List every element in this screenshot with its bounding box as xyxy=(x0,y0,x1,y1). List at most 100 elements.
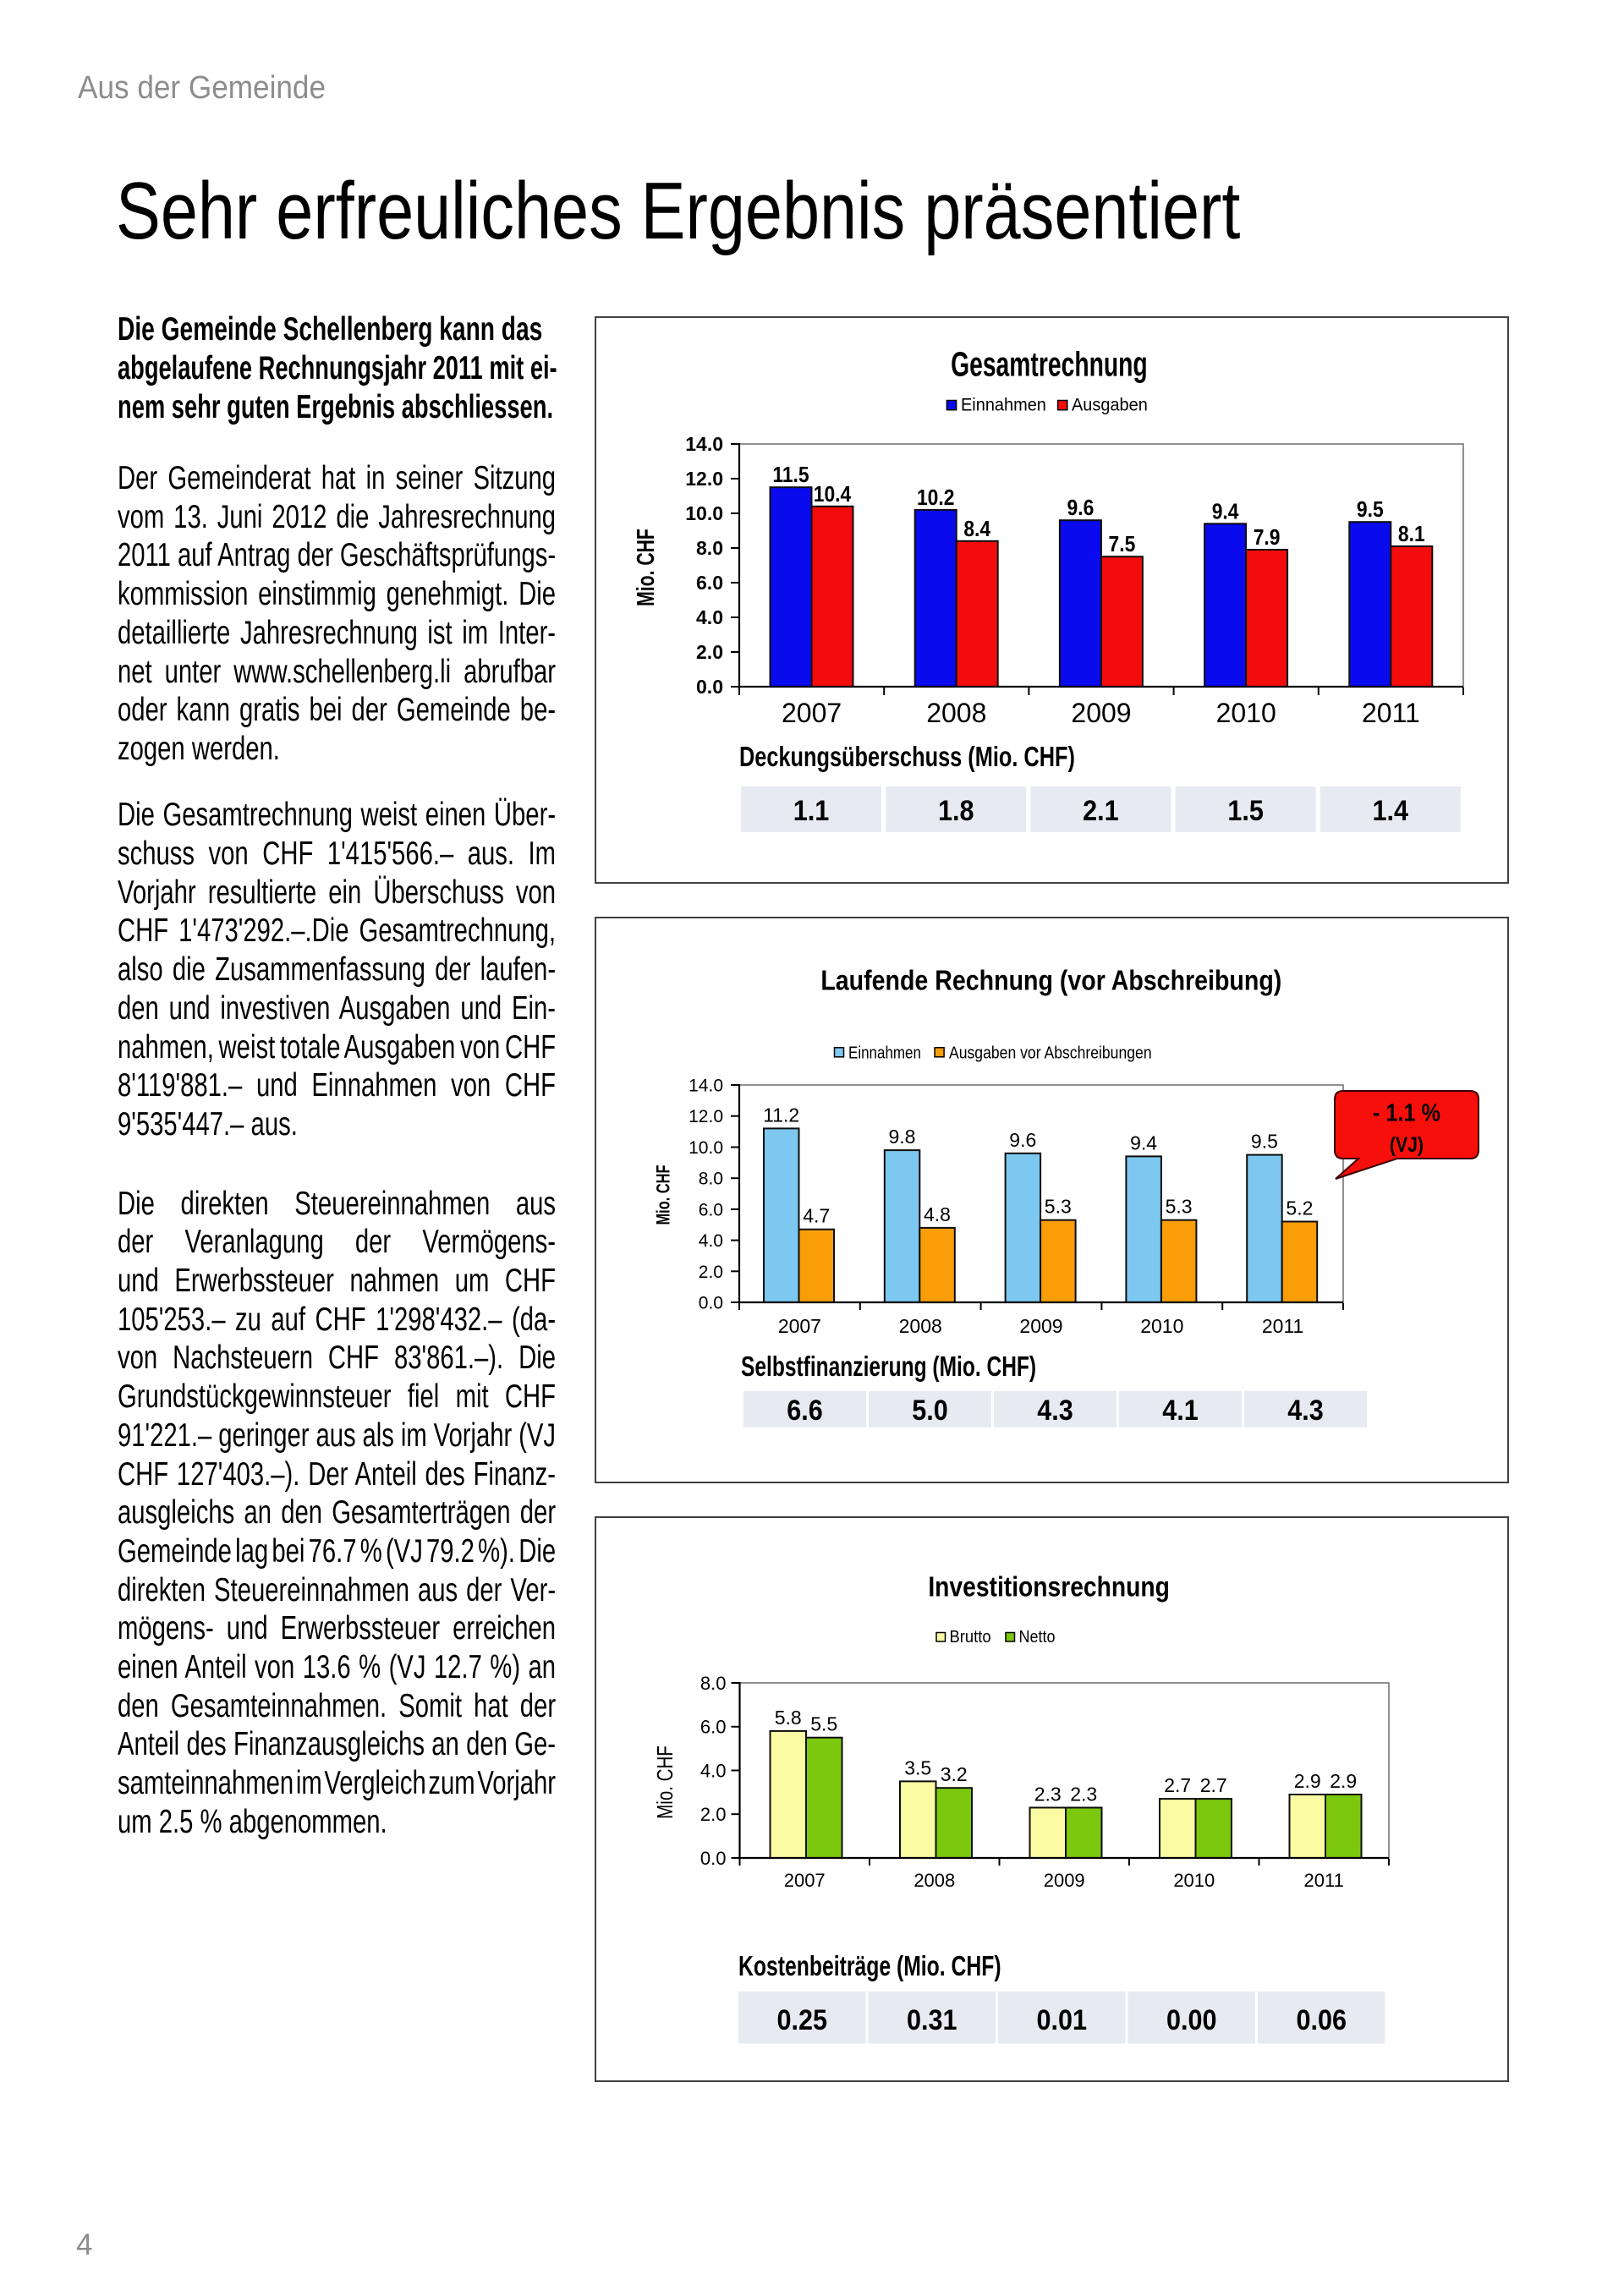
svg-text:4: 4 xyxy=(76,2228,92,2261)
svg-text:12.0: 12.0 xyxy=(685,468,723,490)
svg-text:8.0: 8.0 xyxy=(699,1170,723,1189)
svg-text:6.0: 6.0 xyxy=(699,1200,723,1219)
svg-text:Deckungsüberschuss (Mio. CHF): Deckungsüberschuss (Mio. CHF) xyxy=(739,742,1075,773)
svg-text:6.0: 6.0 xyxy=(696,572,723,594)
svg-text:5.2: 5.2 xyxy=(1286,1197,1313,1219)
svg-text:2.1: 2.1 xyxy=(1083,795,1119,827)
svg-text:Mio. CHF: Mio. CHF xyxy=(653,1164,674,1225)
svg-text:8.1: 8.1 xyxy=(1398,523,1425,547)
svg-text:5.0: 5.0 xyxy=(912,1394,948,1426)
svg-text:Einnahmen: Einnahmen xyxy=(961,395,1046,415)
svg-text:(VJ): (VJ) xyxy=(1390,1132,1424,1156)
svg-text:4.1: 4.1 xyxy=(1162,1394,1199,1426)
svg-text:7.5: 7.5 xyxy=(1109,533,1136,557)
svg-text:9.6: 9.6 xyxy=(1067,496,1095,521)
svg-text:10.0: 10.0 xyxy=(685,502,723,524)
svg-text:4.7: 4.7 xyxy=(803,1205,830,1227)
svg-text:2007: 2007 xyxy=(782,698,842,728)
svg-text:10.2: 10.2 xyxy=(917,486,954,511)
svg-text:4.0: 4.0 xyxy=(700,1760,727,1781)
svg-text:9.6: 9.6 xyxy=(1009,1129,1036,1151)
svg-text:Mio. CHF: Mio. CHF xyxy=(633,529,660,606)
svg-text:12.0: 12.0 xyxy=(689,1107,723,1126)
svg-text:Selbstfinanzierung (Mio. CHF): Selbstfinanzierung (Mio. CHF) xyxy=(741,1352,1036,1383)
svg-text:8.0: 8.0 xyxy=(700,1673,727,1694)
svg-text:14.0: 14.0 xyxy=(689,1077,723,1096)
svg-text:Aus der Gemeinde: Aus der Gemeinde xyxy=(78,69,326,106)
svg-text:2011: 2011 xyxy=(1262,1315,1303,1337)
svg-text:2008: 2008 xyxy=(914,1870,955,1891)
svg-text:Laufende Rechnung (vor Abschre: Laufende Rechnung (vor Abschreibung) xyxy=(820,965,1281,996)
svg-text:5.5: 5.5 xyxy=(810,1713,837,1735)
svg-text:2.7: 2.7 xyxy=(1164,1774,1191,1796)
svg-text:1.8: 1.8 xyxy=(938,795,974,827)
svg-text:Gesamtrechnung: Gesamtrechnung xyxy=(951,346,1148,384)
svg-text:2009: 2009 xyxy=(1019,1315,1062,1337)
svg-text:4.8: 4.8 xyxy=(924,1203,951,1225)
svg-text:0.06: 0.06 xyxy=(1296,2004,1347,2036)
svg-text:11.5: 11.5 xyxy=(772,463,809,488)
svg-text:2010: 2010 xyxy=(1173,1870,1215,1891)
svg-text:9.8: 9.8 xyxy=(889,1126,916,1148)
svg-text:9.5: 9.5 xyxy=(1357,498,1384,523)
svg-text:2010: 2010 xyxy=(1216,698,1276,728)
svg-text:2.0: 2.0 xyxy=(700,1804,727,1825)
svg-text:9.4: 9.4 xyxy=(1130,1132,1157,1153)
svg-text:Ausgaben vor Abschreibungen: Ausgaben vor Abschreibungen xyxy=(949,1043,1152,1061)
svg-text:2008: 2008 xyxy=(926,698,986,728)
svg-text:5.3: 5.3 xyxy=(1045,1196,1072,1218)
svg-text:6.6: 6.6 xyxy=(787,1394,823,1426)
svg-text:2011: 2011 xyxy=(1362,698,1420,728)
svg-text:2011: 2011 xyxy=(1304,1870,1344,1891)
svg-text:2.3: 2.3 xyxy=(1034,1784,1062,1806)
svg-text:0.0: 0.0 xyxy=(699,1294,723,1313)
svg-text:10.0: 10.0 xyxy=(689,1138,723,1158)
svg-text:0.00: 0.00 xyxy=(1166,2004,1217,2036)
svg-text:2009: 2009 xyxy=(1071,698,1131,728)
svg-text:4.3: 4.3 xyxy=(1037,1394,1073,1426)
svg-text:2.0: 2.0 xyxy=(699,1263,723,1282)
svg-text:3.5: 3.5 xyxy=(904,1756,931,1778)
svg-text:Investitionsrechnung: Investitionsrechnung xyxy=(928,1571,1170,1603)
svg-text:2.0: 2.0 xyxy=(696,641,723,663)
svg-text:2008: 2008 xyxy=(899,1315,942,1337)
svg-text:5.8: 5.8 xyxy=(775,1707,802,1729)
svg-text:1.5: 1.5 xyxy=(1227,795,1264,827)
svg-text:0.0: 0.0 xyxy=(700,1848,727,1869)
svg-text:10.4: 10.4 xyxy=(814,483,852,507)
svg-text:2.3: 2.3 xyxy=(1070,1784,1097,1806)
svg-text:2007: 2007 xyxy=(784,1870,826,1891)
svg-text:0.01: 0.01 xyxy=(1036,2004,1087,2036)
svg-text:2009: 2009 xyxy=(1044,1870,1085,1891)
svg-text:1.4: 1.4 xyxy=(1373,795,1409,827)
svg-text:8.0: 8.0 xyxy=(696,537,723,559)
svg-text:5.3: 5.3 xyxy=(1166,1196,1193,1218)
svg-text:9.4: 9.4 xyxy=(1212,500,1239,524)
svg-text:2.9: 2.9 xyxy=(1294,1770,1321,1792)
svg-text:0.31: 0.31 xyxy=(907,2004,957,2036)
svg-text:Ausgaben: Ausgaben xyxy=(1072,395,1148,415)
svg-text:1.1: 1.1 xyxy=(793,795,830,827)
svg-text:2010: 2010 xyxy=(1140,1315,1183,1337)
svg-text:7.9: 7.9 xyxy=(1254,526,1281,551)
svg-text:Netto: Netto xyxy=(1019,1628,1056,1647)
svg-text:4.3: 4.3 xyxy=(1287,1394,1324,1426)
svg-text:2.7: 2.7 xyxy=(1200,1774,1227,1796)
svg-text:2.9: 2.9 xyxy=(1330,1770,1357,1792)
svg-text:Sehr erfreuliches Ergebnis prä: Sehr erfreuliches Ergebnis präsentiert xyxy=(116,165,1240,256)
svg-text:0.25: 0.25 xyxy=(776,2004,827,2036)
svg-text:4.0: 4.0 xyxy=(696,606,723,628)
svg-text:Brutto: Brutto xyxy=(950,1628,991,1647)
svg-text:3.2: 3.2 xyxy=(941,1763,968,1785)
svg-text:2007: 2007 xyxy=(778,1315,821,1337)
svg-text:9.5: 9.5 xyxy=(1251,1131,1278,1153)
svg-text:6.0: 6.0 xyxy=(700,1717,727,1738)
svg-text:14.0: 14.0 xyxy=(685,433,723,455)
svg-text:- 1.1 %: - 1.1 % xyxy=(1373,1099,1440,1126)
svg-text:4.0: 4.0 xyxy=(699,1231,723,1251)
svg-text:0.0: 0.0 xyxy=(696,676,723,698)
svg-text:8.4: 8.4 xyxy=(963,518,990,542)
svg-text:11.2: 11.2 xyxy=(763,1104,799,1126)
svg-text:Mio. CHF: Mio. CHF xyxy=(653,1745,678,1819)
svg-text:Einnahmen: Einnahmen xyxy=(848,1043,921,1062)
